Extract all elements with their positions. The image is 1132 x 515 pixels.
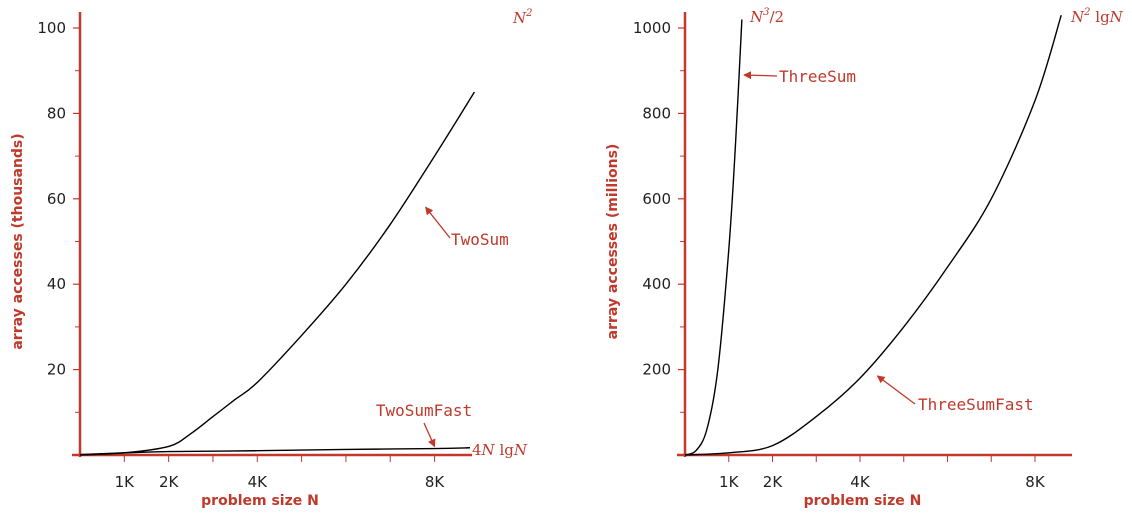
y-tick-label: 600 xyxy=(642,190,671,208)
y-tick-label: 20 xyxy=(47,361,66,379)
label-n-squared-lgn-sup: 2 xyxy=(1083,7,1090,18)
label-n-squared-lgn-mid: lg xyxy=(1091,8,1111,26)
label-4n-lgn-end: N xyxy=(513,441,528,459)
threesum-label: ThreeSum xyxy=(779,67,856,86)
x-axis-title: problem size N xyxy=(201,493,319,509)
label-n-cubed-half: N3/2 xyxy=(749,7,784,26)
y-tick-label: 40 xyxy=(47,275,66,293)
x-tick-label: 1K xyxy=(115,473,136,491)
x-tick-label: 8K xyxy=(1025,473,1046,491)
series-line-ThreeSumFast xyxy=(685,14,1062,456)
x-tick-label: 4K xyxy=(248,473,269,491)
twosumfast-arrow xyxy=(423,422,436,448)
label-n-squared-lgn-base: N xyxy=(1070,8,1085,26)
series-line-ThreeSum xyxy=(685,19,743,456)
y-tick-label: 400 xyxy=(642,275,671,293)
threesumfast-arrow xyxy=(876,375,916,405)
x-tick-label: 4K xyxy=(850,473,871,491)
threesum-arrow xyxy=(743,71,778,80)
chart-2: 200 400 600 800 1000 1K 2K 4K 8K problem size N ar… xyxy=(605,7,1124,509)
label-4n-lgn-mid: lg xyxy=(495,441,515,459)
chart-1: 20 40 60 80 100 1K 2K 4K 8K problem size N array a… xyxy=(10,8,533,509)
y-tick-label: 1000 xyxy=(633,19,671,37)
twosum-label: TwoSum xyxy=(451,230,509,249)
x-tick-label: 2K xyxy=(159,473,180,491)
y-tick-label: 100 xyxy=(37,19,66,37)
twosumfast-label: TwoSumFast xyxy=(376,401,472,420)
label-n-squared-lgn-end: N xyxy=(1109,8,1124,26)
twosum-arrow xyxy=(425,206,451,239)
label-n-cubed-half-after: /2 xyxy=(770,8,785,26)
y-tick-label: 60 xyxy=(47,190,66,208)
label-4n-lgn-base: N xyxy=(481,441,496,459)
label-4n-lgn-prefix: 4 xyxy=(472,441,482,459)
x-axis-title: problem size N xyxy=(804,493,922,509)
x-tick-label: 1K xyxy=(719,473,740,491)
label-n-squared: N2 xyxy=(512,8,533,27)
series-line-TwoSum xyxy=(80,91,476,456)
label-n-cubed-half-sup: 3 xyxy=(763,7,769,18)
y-tick-label: 80 xyxy=(47,104,66,122)
label-n-cubed-half-base: N xyxy=(749,8,764,26)
y-axis-title: array accesses (thousands) xyxy=(10,133,26,349)
label-n-squared-lgn: N2 lgN xyxy=(1070,7,1124,26)
series-line-TwoSumFast xyxy=(80,447,471,456)
y-tick-label: 800 xyxy=(642,104,671,122)
x-tick-label: 2K xyxy=(763,473,784,491)
label-4n-lgn: 4N lgN xyxy=(472,441,528,459)
x-tick-label: 8K xyxy=(425,473,446,491)
y-axis-title: array accesses (millions) xyxy=(605,144,621,340)
y-tick-label: 200 xyxy=(642,361,671,379)
label-n-squared-base: N xyxy=(512,9,527,27)
threesumfast-label: ThreeSumFast xyxy=(918,395,1034,414)
label-n-squared-sup: 2 xyxy=(525,8,532,19)
